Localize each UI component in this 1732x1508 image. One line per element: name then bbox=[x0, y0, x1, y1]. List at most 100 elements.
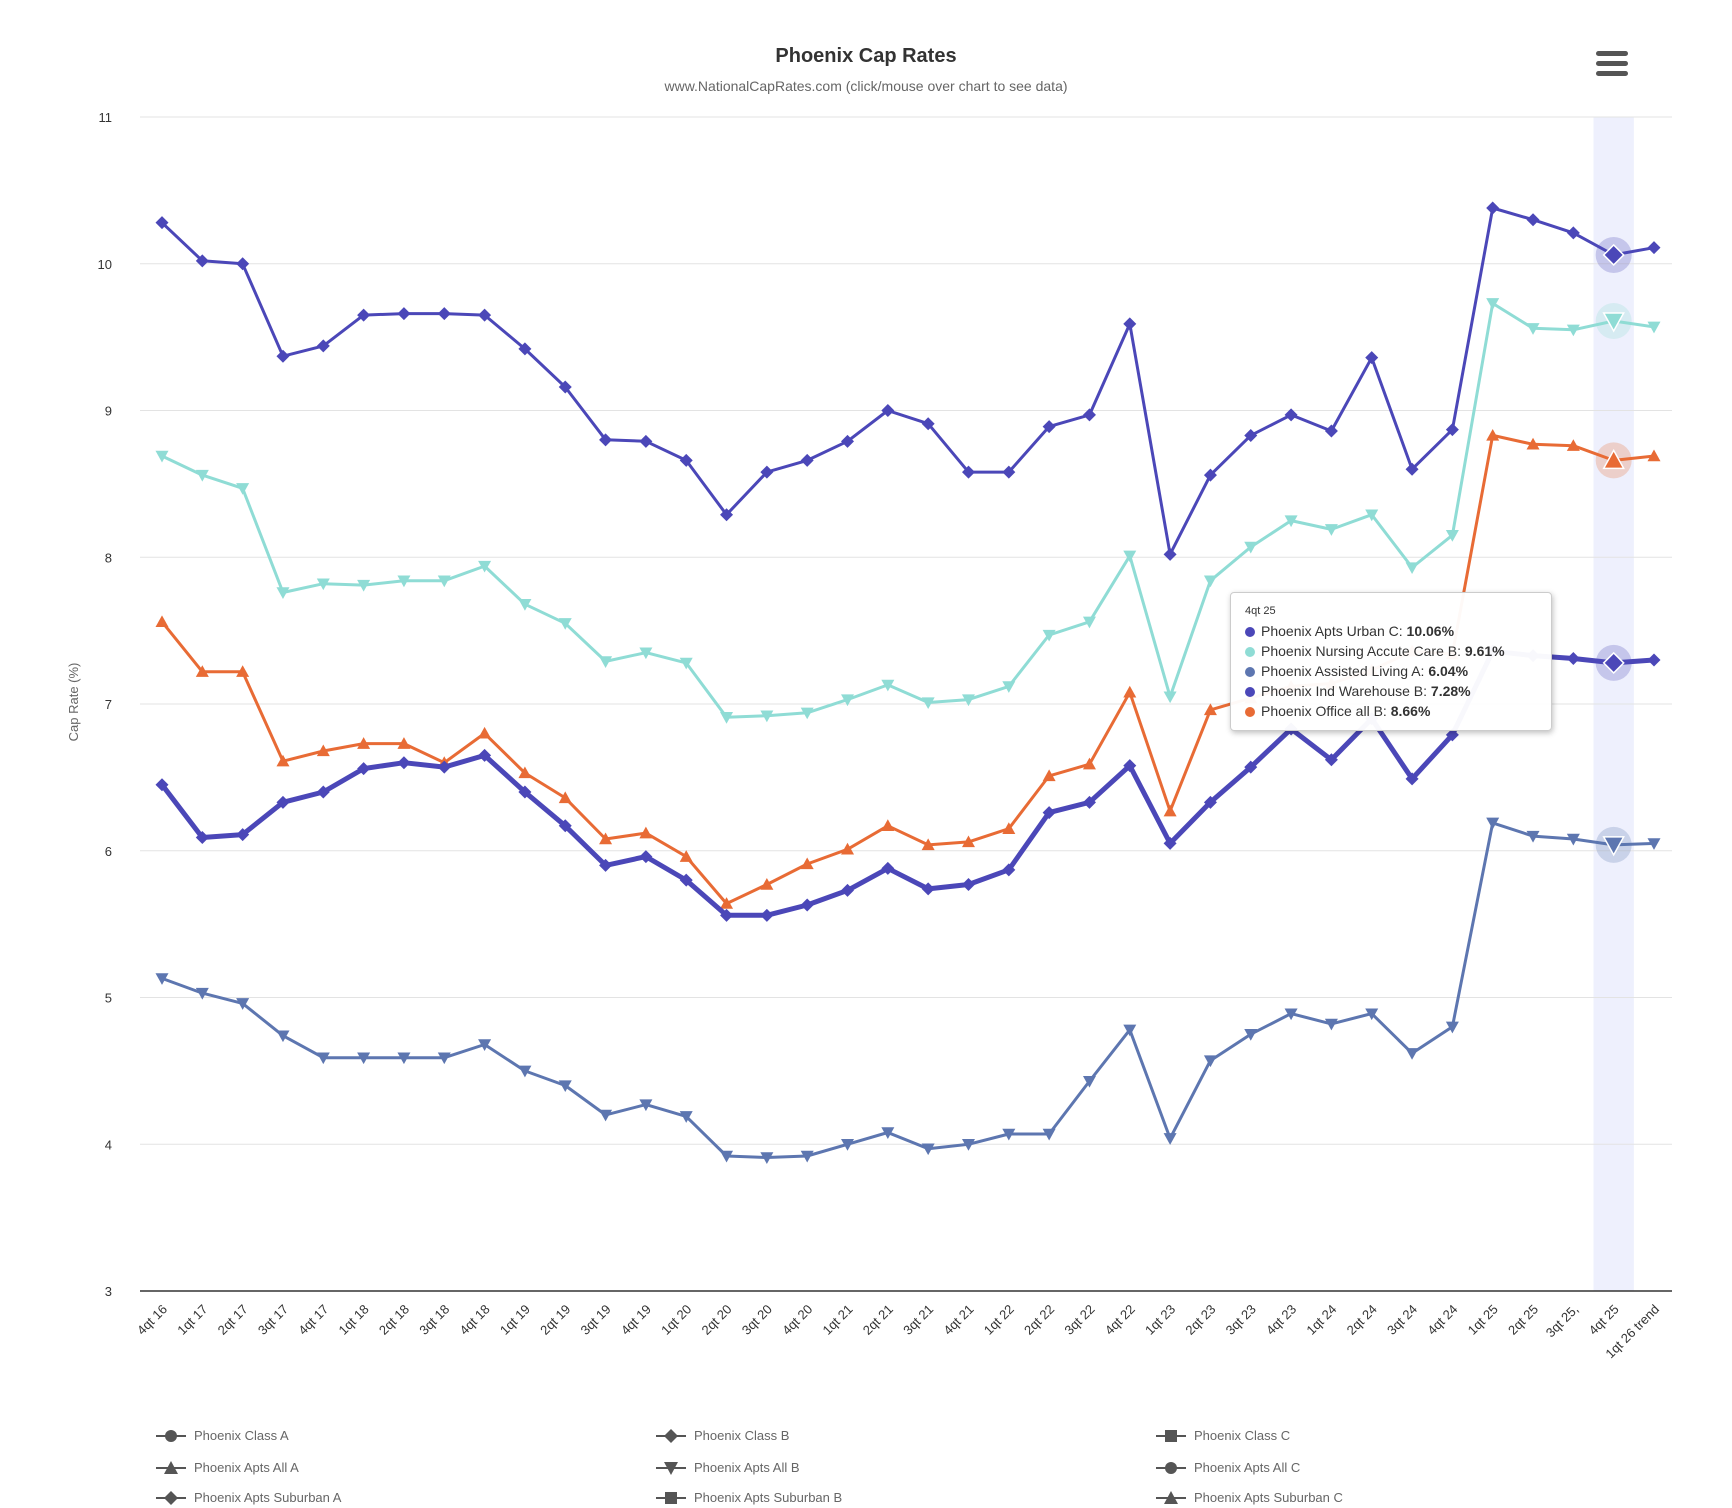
square-icon bbox=[656, 1492, 686, 1504]
x-tick-label: 3qt 17 bbox=[255, 1302, 291, 1338]
x-tick-label: 2qt 19 bbox=[537, 1302, 573, 1338]
data-point bbox=[236, 828, 250, 842]
data-point bbox=[921, 838, 935, 851]
data-point bbox=[1163, 804, 1177, 817]
data-point bbox=[841, 434, 855, 448]
data-point bbox=[639, 1099, 653, 1112]
x-tick-label: 3qt 22 bbox=[1061, 1302, 1097, 1338]
data-point bbox=[1445, 728, 1459, 742]
data-point bbox=[760, 878, 774, 890]
x-tick-label: 4qt 20 bbox=[779, 1302, 815, 1338]
data-point bbox=[639, 850, 653, 864]
x-tick-label: 2qt 21 bbox=[860, 1302, 896, 1338]
hover-halos bbox=[1595, 236, 1632, 863]
data-point bbox=[720, 908, 734, 922]
data-point bbox=[921, 1143, 935, 1156]
data-point bbox=[1405, 562, 1419, 575]
data-point bbox=[195, 665, 209, 677]
x-tick-label: 4qt 17 bbox=[295, 1302, 331, 1338]
circle-icon bbox=[156, 1430, 186, 1442]
y-tick-label: 3 bbox=[105, 1284, 112, 1299]
data-point bbox=[1123, 685, 1137, 698]
data-point bbox=[276, 1030, 290, 1043]
data-point bbox=[1647, 838, 1661, 850]
data-point bbox=[1284, 515, 1298, 528]
data-point bbox=[357, 762, 371, 776]
data-point bbox=[558, 380, 572, 394]
x-tick-label: 2qt 18 bbox=[376, 1302, 412, 1338]
data-point bbox=[1486, 298, 1500, 310]
data-point bbox=[1566, 833, 1580, 846]
data-point bbox=[1566, 652, 1580, 666]
data-point bbox=[1324, 524, 1338, 536]
data-point bbox=[478, 726, 492, 739]
x-tick-label: 4qt 19 bbox=[618, 1302, 654, 1338]
x-tick-label: 1qt 19 bbox=[497, 1302, 533, 1338]
series-dot-icon bbox=[1245, 707, 1255, 717]
data-point bbox=[195, 831, 209, 845]
data-point bbox=[1647, 241, 1661, 255]
data-point bbox=[1203, 575, 1217, 588]
data-point bbox=[720, 508, 734, 522]
data-point bbox=[961, 878, 975, 892]
data-point bbox=[357, 737, 371, 749]
data-point bbox=[316, 785, 330, 799]
data-point bbox=[437, 760, 451, 774]
data-point bbox=[1123, 550, 1137, 563]
data-point bbox=[1486, 817, 1500, 830]
x-tick-label: 1qt 18 bbox=[336, 1302, 372, 1338]
data-point bbox=[639, 826, 653, 839]
data-point bbox=[1445, 423, 1459, 437]
data-point bbox=[276, 587, 290, 599]
series-phoenix-apts-urban-c bbox=[155, 201, 1661, 561]
chart-title: Phoenix Cap Rates bbox=[775, 45, 956, 67]
triangle-down-icon bbox=[656, 1462, 686, 1475]
data-point bbox=[720, 712, 734, 724]
hover-marker bbox=[1602, 448, 1625, 470]
data-point bbox=[1082, 757, 1096, 770]
hamburger-menu-icon[interactable] bbox=[1590, 44, 1634, 84]
data-point bbox=[1042, 1128, 1056, 1141]
data-point bbox=[961, 1139, 975, 1151]
data-point bbox=[760, 465, 774, 479]
data-point bbox=[1163, 836, 1177, 850]
data-point bbox=[1566, 324, 1580, 337]
data-point bbox=[1042, 629, 1056, 642]
data-point bbox=[1163, 1133, 1177, 1145]
data-point bbox=[800, 1150, 814, 1163]
data-point bbox=[1203, 468, 1217, 482]
data-point bbox=[599, 433, 613, 447]
data-point bbox=[1647, 449, 1661, 462]
data-point bbox=[1365, 351, 1379, 365]
x-tick-label: 4qt 18 bbox=[457, 1302, 493, 1338]
hover-marker bbox=[1602, 312, 1625, 333]
diamond-icon bbox=[156, 1491, 186, 1505]
hover-point-phoenix-office-all-b bbox=[1595, 442, 1632, 479]
data-point bbox=[1486, 428, 1500, 441]
x-tick-label: 1qt 21 bbox=[819, 1302, 855, 1338]
data-point bbox=[760, 710, 774, 723]
data-point bbox=[1324, 1018, 1338, 1031]
data-point bbox=[1244, 760, 1258, 774]
data-point bbox=[1405, 1048, 1419, 1060]
data-point bbox=[155, 778, 169, 792]
y-axis-ticks: 3 4 5 6 7 8 9 10 11 bbox=[98, 110, 112, 1299]
data-point bbox=[276, 754, 290, 767]
data-point bbox=[679, 657, 693, 670]
data-point bbox=[961, 694, 975, 707]
x-tick-label: 4qt 22 bbox=[1102, 1302, 1138, 1338]
data-point bbox=[1042, 806, 1056, 820]
data-point bbox=[639, 434, 653, 448]
data-point bbox=[518, 342, 532, 356]
data-point bbox=[1647, 321, 1661, 334]
data-point bbox=[1002, 822, 1016, 834]
data-point bbox=[1365, 509, 1379, 522]
y-tick-label: 9 bbox=[105, 404, 112, 419]
data-point bbox=[1324, 753, 1338, 767]
data-point bbox=[800, 857, 814, 870]
x-tick-label: 2qt 17 bbox=[215, 1302, 251, 1338]
x-tick-label: 3qt 25, bbox=[1543, 1302, 1582, 1341]
data-point bbox=[155, 973, 169, 985]
data-tooltip: 4qt 25 Phoenix Apts Urban C: 10.06% Phoe… bbox=[1230, 592, 1552, 731]
